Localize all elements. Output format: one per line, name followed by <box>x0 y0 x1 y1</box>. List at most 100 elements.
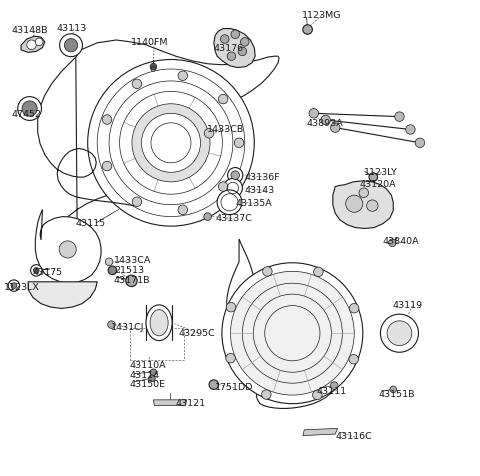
Circle shape <box>367 200 378 211</box>
Circle shape <box>222 263 363 404</box>
Circle shape <box>204 213 211 220</box>
Circle shape <box>209 380 218 389</box>
Circle shape <box>321 115 330 125</box>
Circle shape <box>8 280 20 291</box>
Circle shape <box>234 138 244 148</box>
Text: 43150E: 43150E <box>130 380 166 389</box>
Circle shape <box>22 101 37 116</box>
Circle shape <box>227 52 236 60</box>
Text: 43175: 43175 <box>33 268 63 277</box>
Text: 43148B: 43148B <box>12 27 48 35</box>
Circle shape <box>330 123 340 132</box>
Circle shape <box>231 30 240 39</box>
Circle shape <box>231 171 240 179</box>
Circle shape <box>149 375 155 382</box>
Circle shape <box>88 60 254 226</box>
Circle shape <box>230 271 354 395</box>
Text: 1433CA: 1433CA <box>114 257 151 265</box>
Polygon shape <box>303 428 337 436</box>
Circle shape <box>262 390 271 399</box>
Text: 43171B: 43171B <box>114 277 150 285</box>
Circle shape <box>150 63 156 70</box>
Circle shape <box>218 182 228 191</box>
Text: 43115: 43115 <box>76 219 106 228</box>
Circle shape <box>240 38 249 46</box>
Circle shape <box>309 109 319 118</box>
Text: 1751DD: 1751DD <box>215 384 254 392</box>
Text: 43120A: 43120A <box>359 180 396 189</box>
Circle shape <box>178 205 188 215</box>
Text: 21513: 21513 <box>114 266 144 275</box>
Text: 43113: 43113 <box>57 24 87 33</box>
Circle shape <box>390 386 396 393</box>
Text: 1123LY: 1123LY <box>364 168 397 177</box>
Circle shape <box>226 302 236 312</box>
Polygon shape <box>21 36 45 52</box>
Circle shape <box>142 113 201 172</box>
Circle shape <box>36 38 43 46</box>
Circle shape <box>387 321 412 346</box>
Circle shape <box>204 129 214 138</box>
Text: 43176: 43176 <box>214 44 244 53</box>
Polygon shape <box>43 40 279 278</box>
Text: 43151B: 43151B <box>378 390 415 398</box>
Text: 43143: 43143 <box>245 186 275 195</box>
Circle shape <box>312 390 322 400</box>
Circle shape <box>105 258 113 266</box>
Text: 1140FM: 1140FM <box>131 39 168 47</box>
Text: 43111: 43111 <box>316 387 346 396</box>
Text: 43121: 43121 <box>176 399 206 408</box>
Text: 1123MG: 1123MG <box>302 11 341 20</box>
Circle shape <box>349 355 359 364</box>
Text: 43135A: 43135A <box>235 199 272 208</box>
Circle shape <box>31 265 42 276</box>
Circle shape <box>369 173 378 181</box>
Circle shape <box>220 35 229 43</box>
Circle shape <box>330 382 338 389</box>
Text: 1123LX: 1123LX <box>4 284 40 292</box>
Circle shape <box>406 125 415 134</box>
Circle shape <box>27 40 36 50</box>
Polygon shape <box>36 209 101 283</box>
Circle shape <box>359 188 369 198</box>
Text: 1433CB: 1433CB <box>207 125 244 134</box>
Circle shape <box>108 321 115 328</box>
Circle shape <box>313 267 323 277</box>
Text: 43295C: 43295C <box>178 329 215 337</box>
Circle shape <box>60 34 83 57</box>
Polygon shape <box>227 239 346 408</box>
Circle shape <box>178 71 188 80</box>
Text: 43137C: 43137C <box>215 215 252 223</box>
Circle shape <box>132 197 142 207</box>
Text: 43116C: 43116C <box>335 433 372 441</box>
Polygon shape <box>28 282 97 308</box>
Circle shape <box>18 97 41 120</box>
Text: 1431CJ: 1431CJ <box>110 323 144 332</box>
Circle shape <box>395 112 404 121</box>
Circle shape <box>108 266 117 275</box>
Circle shape <box>349 304 359 313</box>
Text: 43110A: 43110A <box>130 361 166 370</box>
Text: 47452: 47452 <box>12 110 41 119</box>
Circle shape <box>150 369 156 376</box>
Text: 43119: 43119 <box>392 301 422 310</box>
Text: 43136F: 43136F <box>245 173 280 181</box>
Text: 43840A: 43840A <box>383 238 420 246</box>
Circle shape <box>34 268 39 273</box>
Circle shape <box>132 104 210 182</box>
Circle shape <box>381 314 419 352</box>
Text: 43893A: 43893A <box>307 119 343 128</box>
Circle shape <box>59 241 76 258</box>
Circle shape <box>132 79 142 89</box>
Circle shape <box>223 178 242 198</box>
Circle shape <box>217 190 242 215</box>
Ellipse shape <box>146 305 172 341</box>
Polygon shape <box>154 400 187 406</box>
Circle shape <box>388 239 396 247</box>
Polygon shape <box>333 181 393 228</box>
Circle shape <box>102 115 112 124</box>
Circle shape <box>263 267 272 276</box>
Circle shape <box>415 138 425 148</box>
Circle shape <box>218 94 228 104</box>
Ellipse shape <box>150 310 168 336</box>
